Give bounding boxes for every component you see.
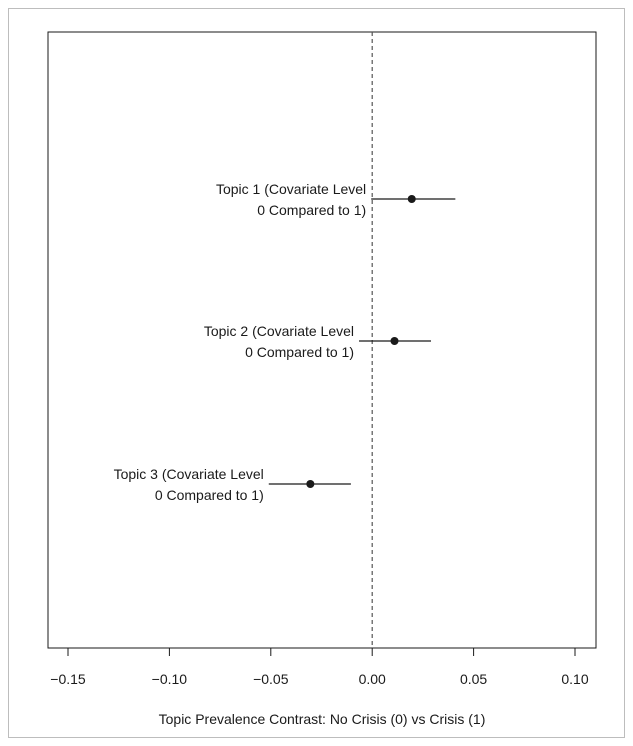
x-axis-label: Topic Prevalence Contrast: No Crisis (0)… [159, 711, 486, 727]
x-tick-label: 0.00 [359, 671, 386, 687]
estimate-marks: Topic 1 (Covariate Level 0 Compared to 1)… [114, 181, 456, 503]
plot-area [47, 31, 597, 649]
topic-label-line2: 0 Compared to 1) [257, 202, 366, 218]
x-tick-label: −0.15 [50, 671, 86, 687]
x-tick-label: −0.10 [152, 671, 188, 687]
x-tick-label: −0.05 [253, 671, 289, 687]
topic-label-line1: Topic 3 (Covariate Level [114, 466, 264, 482]
topic-label-line2: 0 Compared to 1) [155, 487, 264, 503]
point-estimate-marker [407, 195, 416, 203]
x-axis-ticks: −0.15 −0.10 −0.05 0.00 0.05 0.10 [50, 648, 589, 687]
topic-label-line1: Topic 2 (Covariate Level [204, 323, 354, 339]
point-estimate-marker [306, 480, 315, 488]
topic-label-line1: Topic 1 (Covariate Level [216, 181, 366, 197]
figure-frame [8, 8, 625, 738]
x-tick-label: 0.05 [460, 671, 487, 687]
point-estimate-marker [390, 337, 399, 345]
topic-label-line2: 0 Compared to 1) [245, 344, 354, 360]
x-tick-label: 0.10 [561, 671, 588, 687]
